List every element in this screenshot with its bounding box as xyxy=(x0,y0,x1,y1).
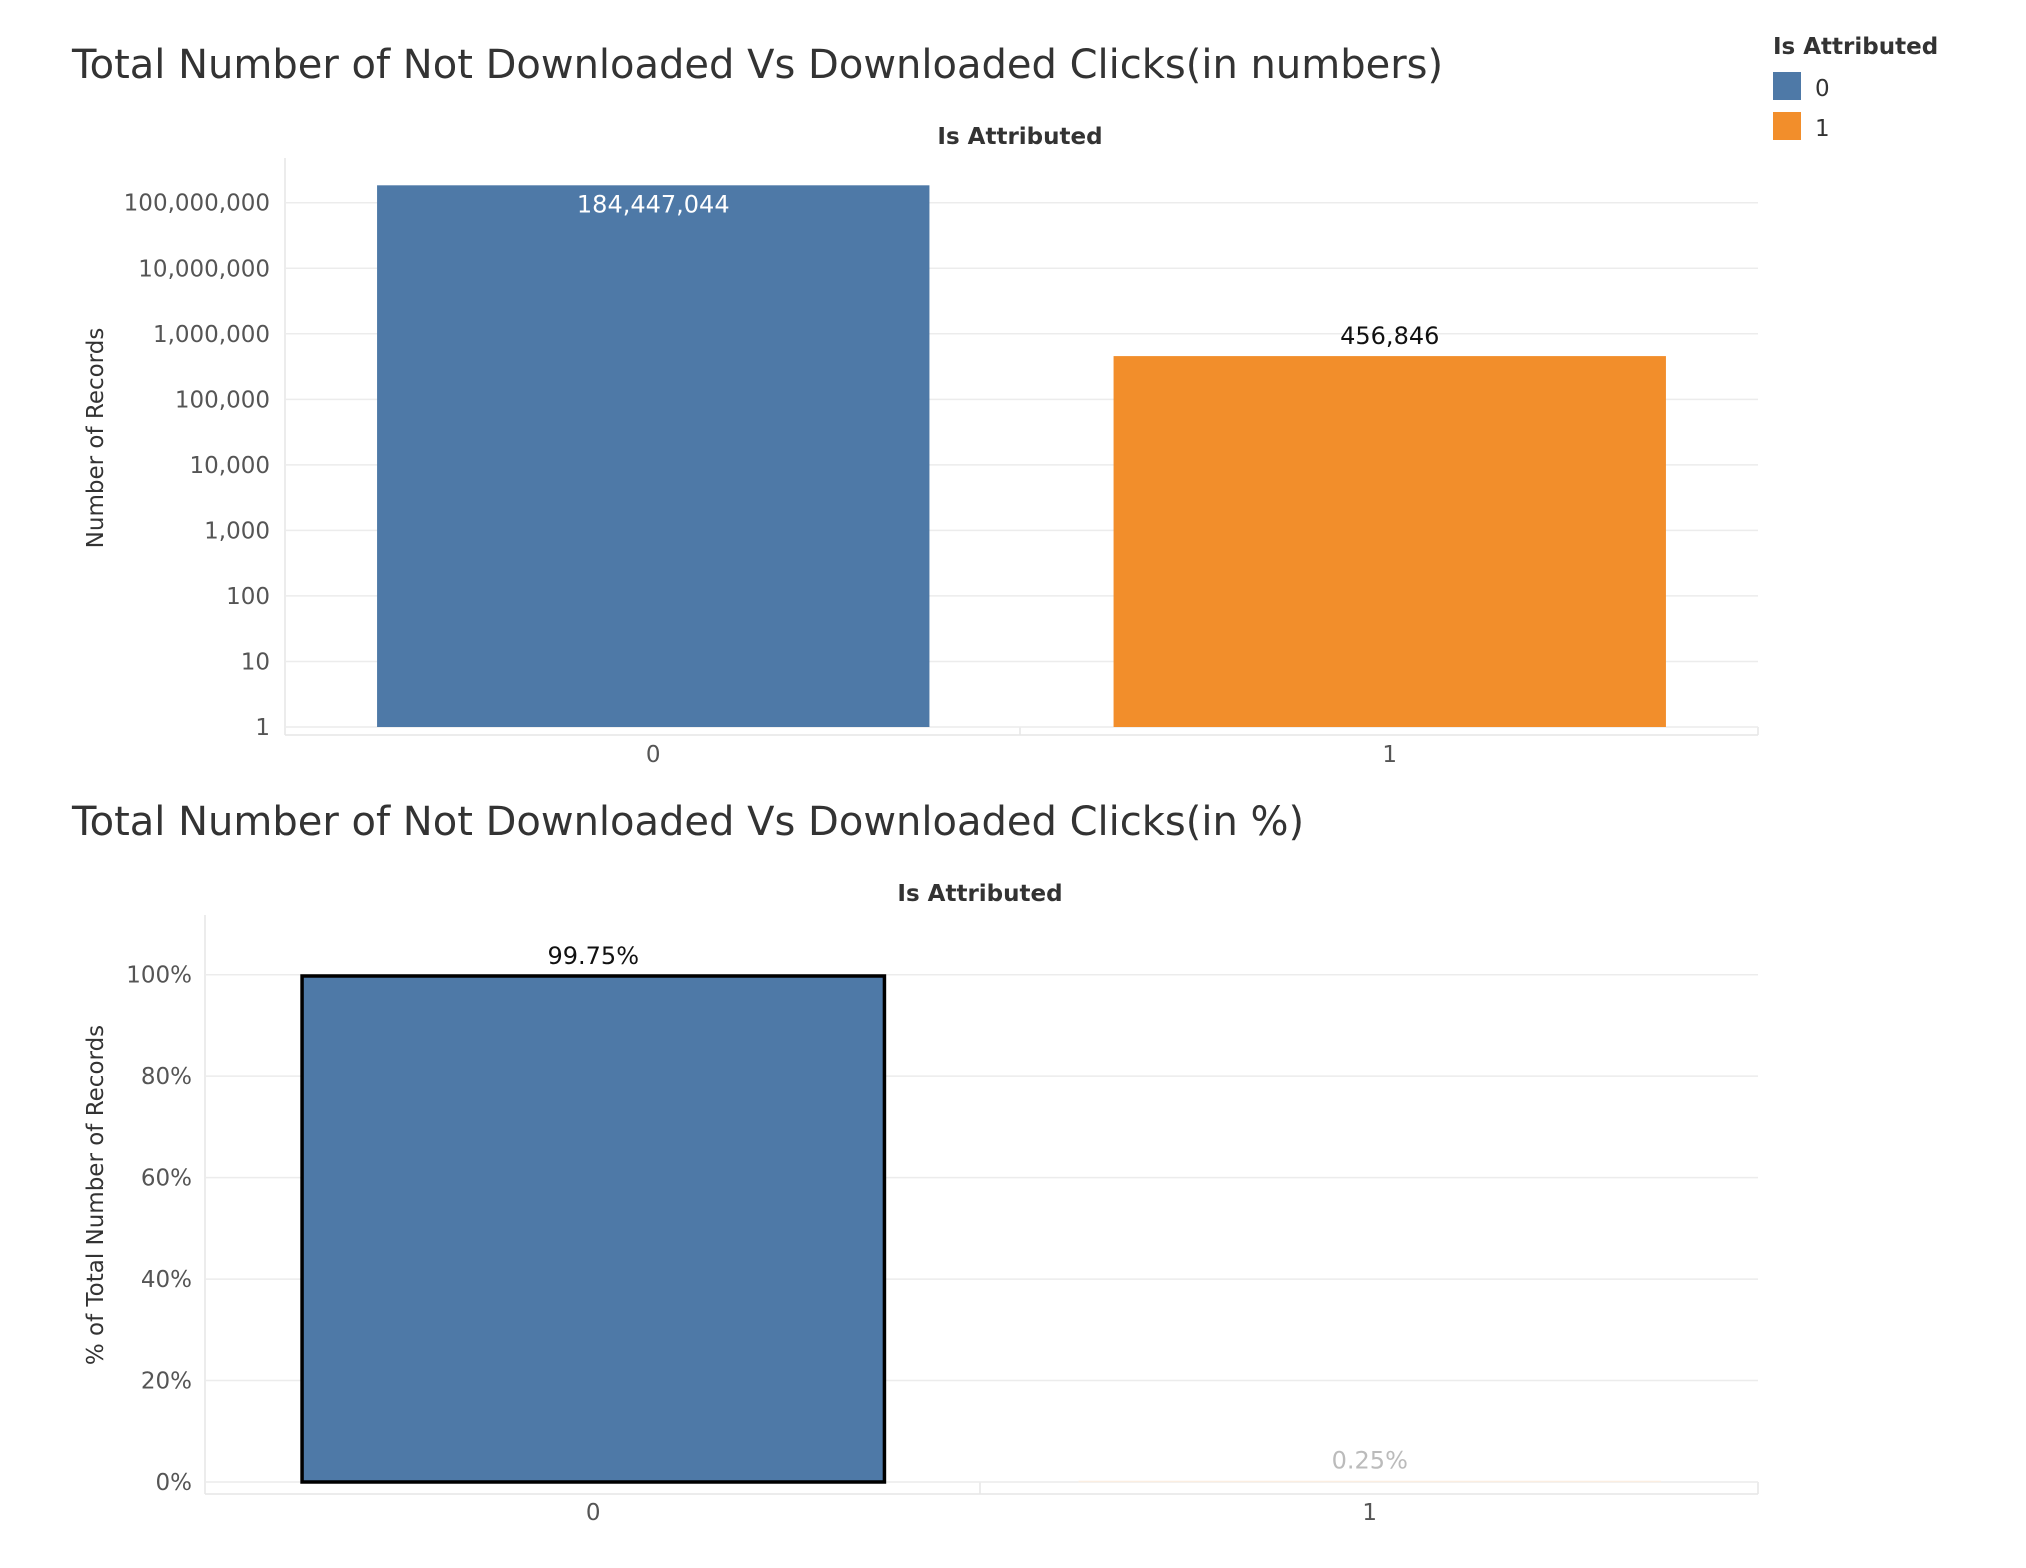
y-tick-label: 40% xyxy=(141,1267,192,1293)
x-tick-label-1: 1 xyxy=(1362,1500,1377,1526)
bar-1 xyxy=(1113,356,1666,727)
x-tick-label-0: 0 xyxy=(646,742,661,768)
y-tick-label: 60% xyxy=(141,1166,192,1192)
data-label-0: 184,447,044 xyxy=(577,190,730,218)
y-axis-ticks: 0% 20% 40% 60% 80% 100% xyxy=(126,963,192,1496)
y-tick-label: 20% xyxy=(141,1369,192,1395)
y-tick-label: 1,000,000 xyxy=(153,322,270,348)
legend-label-0[interactable]: 0 xyxy=(1815,76,1830,102)
y-tick-label: 10,000 xyxy=(190,453,270,479)
data-label-1: 456,846 xyxy=(1340,322,1439,350)
legend: Is Attributed 0 1 xyxy=(1773,34,1938,142)
y-axis-label: Number of Records xyxy=(83,328,109,549)
bar-1 xyxy=(1078,1480,1661,1483)
x-tick-label-1: 1 xyxy=(1382,742,1397,768)
bar-0 xyxy=(377,185,930,727)
legend-title: Is Attributed xyxy=(1773,34,1938,60)
legend-swatch-0[interactable] xyxy=(1773,72,1801,100)
column-header: Is Attributed xyxy=(897,881,1062,907)
y-tick-label: 100 xyxy=(226,584,270,610)
legend-label-1[interactable]: 1 xyxy=(1815,116,1830,142)
bars: 99.75% 0.25% xyxy=(300,942,1661,1484)
y-tick-label: 100,000 xyxy=(175,387,270,413)
chart-title: Total Number of Not Downloaded Vs Downlo… xyxy=(71,42,1443,88)
data-label-0: 99.75% xyxy=(547,942,639,970)
y-axis-ticks: 1 10 100 1,000 10,000 100,000 1,000,000 10,000,… xyxy=(124,191,270,741)
column-header: Is Attributed xyxy=(937,124,1102,150)
chart-percent: Total Number of Not Downloaded Vs Downlo… xyxy=(71,799,1759,1526)
bars: 184,447,044 456,846 xyxy=(377,185,1666,727)
y-tick-label: 10,000,000 xyxy=(138,256,270,282)
chart-title: Total Number of Not Downloaded Vs Downlo… xyxy=(71,799,1304,845)
y-tick-label: 0% xyxy=(156,1470,193,1496)
y-tick-label: 80% xyxy=(141,1064,192,1090)
legend-swatch-1[interactable] xyxy=(1773,112,1801,140)
chart-counts: Total Number of Not Downloaded Vs Downlo… xyxy=(71,42,1759,768)
data-label-1: 0.25% xyxy=(1332,1447,1408,1475)
bar-0 xyxy=(300,974,887,1484)
y-tick-label: 1,000 xyxy=(204,518,270,544)
y-axis-label: % of Total Number of Records xyxy=(83,1025,109,1365)
y-tick-label: 100% xyxy=(126,963,192,989)
y-tick-label: 10 xyxy=(241,649,270,675)
y-tick-label: 1 xyxy=(255,715,270,741)
y-tick-label: 100,000,000 xyxy=(124,191,270,217)
x-tick-label-0: 0 xyxy=(586,1500,601,1526)
